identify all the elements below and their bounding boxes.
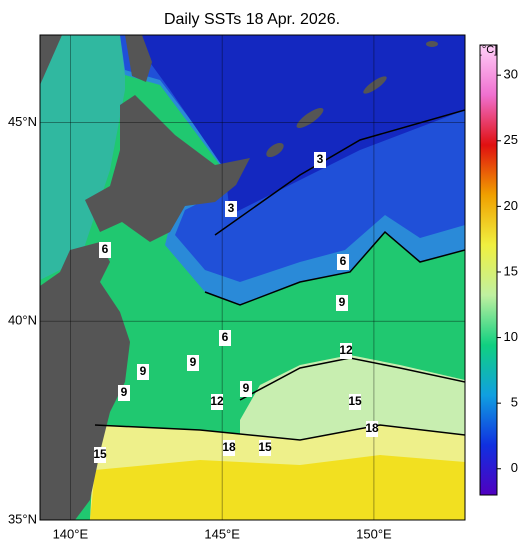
- lon-label: 140°E: [53, 526, 89, 541]
- contour-label-bg: [314, 152, 326, 168]
- land-sakhalin: [125, 35, 152, 82]
- contour-label-bg: [259, 440, 271, 456]
- kuroshio-water: [90, 455, 465, 520]
- colorbar: [479, 44, 498, 496]
- contour-label: 9: [121, 385, 128, 399]
- lon-label: 150°E: [356, 526, 392, 541]
- map-area: [40, 35, 465, 520]
- contour-label: 6: [222, 330, 229, 344]
- contour-label-bg: [240, 381, 252, 397]
- contour-label: 3: [228, 201, 235, 215]
- land-kuril: [426, 41, 438, 47]
- contour-label: 15: [258, 440, 272, 454]
- colorbar-tick-label: 10: [504, 329, 518, 344]
- contour-label: 9: [339, 295, 346, 309]
- land-russia: [40, 35, 62, 85]
- isotherm: [204, 230, 465, 306]
- contour-label-bg: [118, 385, 130, 401]
- colorbar-tick-label: 25: [504, 132, 518, 147]
- colorbar-tick-label: 20: [504, 198, 518, 213]
- japan-sea-north: [40, 35, 125, 280]
- land-kuril: [296, 107, 324, 129]
- contour-label: 6: [102, 242, 109, 256]
- contour-label-bg: [225, 201, 237, 217]
- contour-label-bg: [211, 394, 223, 410]
- contour-label-bg: [366, 421, 378, 437]
- contour-label-bg: [349, 394, 361, 410]
- map-title: Daily SSTs 18 Apr. 2026.: [164, 11, 340, 28]
- colorbar-tick-label: 15: [504, 263, 518, 278]
- contour-label-bg: [340, 343, 352, 359]
- contour-label-bg: [137, 364, 149, 380]
- lon-label: 145°E: [204, 526, 240, 541]
- land-kuril: [363, 76, 387, 94]
- contour-label-bg: [99, 242, 111, 258]
- contour-label: 18: [222, 440, 236, 454]
- contour-label: 12: [339, 343, 353, 357]
- land-kuril: [266, 142, 284, 158]
- contour-label-bg: [223, 440, 235, 456]
- colorbar-tick-label: 30: [504, 67, 518, 82]
- contour-label: 9: [190, 355, 197, 369]
- isotherm: [214, 109, 465, 236]
- land-hokkaido: [85, 95, 250, 242]
- contour-label-bg: [337, 254, 349, 270]
- contour-label: 15: [348, 394, 362, 408]
- contour-label-bg: [187, 355, 199, 371]
- lat-label: 45°N: [8, 114, 37, 129]
- contour-label: 15: [93, 447, 107, 461]
- contour-label: 9: [243, 381, 250, 395]
- colorbar-tick-label: 5: [511, 395, 518, 410]
- contour-label-bg: [94, 447, 106, 463]
- contour-label: 12: [210, 394, 224, 408]
- contour-label-bg: [336, 295, 348, 311]
- contour-label: 9: [140, 364, 147, 378]
- colorbar-label: [°C]: [479, 44, 497, 56]
- lat-label: 40°N: [8, 313, 37, 328]
- contour-label: 3: [317, 152, 324, 166]
- lat-label: 35°N: [8, 511, 37, 526]
- isotherm: [94, 424, 465, 441]
- contour-label: 6: [340, 254, 347, 268]
- contour-label-bg: [219, 330, 231, 346]
- contour-label: 18: [365, 421, 379, 435]
- colorbar-tick-label: 0: [511, 460, 518, 475]
- land-honshu: [40, 242, 130, 520]
